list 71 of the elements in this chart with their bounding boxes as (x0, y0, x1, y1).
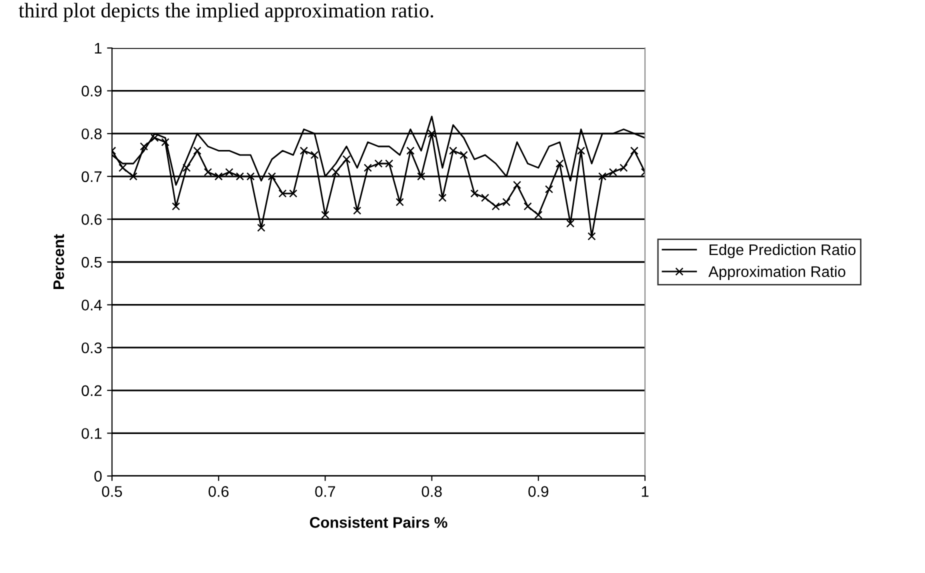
y-tick-label: 0.3 (82, 342, 102, 354)
point (342, 155, 351, 164)
point (246, 172, 255, 180)
text: third plot depicts the implied approximation ratio. (18, 2, 434, 22)
point (608, 168, 618, 176)
point (364, 164, 372, 172)
point (620, 164, 628, 172)
y-tick-label: 0.6 (82, 214, 102, 225)
point (576, 146, 586, 155)
x-tick-label: 0.5 (102, 486, 122, 497)
point (502, 198, 511, 206)
point (257, 224, 266, 232)
point (438, 194, 447, 202)
y-tick-label: 0 (94, 470, 102, 482)
point (556, 159, 564, 168)
point (182, 164, 191, 172)
point (225, 168, 234, 176)
point (630, 146, 638, 155)
y-tick-label: 0.4 (82, 300, 102, 310)
point (481, 194, 490, 202)
point (544, 185, 554, 194)
point (588, 232, 596, 240)
y-tick-label: 1 (94, 43, 102, 54)
point (161, 138, 170, 146)
y-tick-label: 0.2 (82, 385, 102, 396)
point (310, 150, 319, 160)
x-tick-label: 0.8 (422, 486, 442, 497)
point (140, 142, 148, 151)
point (172, 202, 180, 210)
y-tick-label: 0.1 (82, 428, 102, 439)
x-tick-label: 0.6 (208, 486, 229, 497)
y-tick-label: 0.5 (82, 256, 102, 268)
point (332, 168, 340, 176)
point (278, 189, 287, 198)
point (417, 172, 426, 180)
point (512, 180, 522, 190)
point (268, 172, 276, 180)
point (289, 189, 298, 198)
point (214, 172, 223, 180)
point (374, 159, 383, 168)
x-axis-title: Consistent Pairs % (310, 516, 448, 528)
x-tick-label: 0.7 (315, 486, 336, 497)
point (406, 146, 415, 155)
point (300, 146, 308, 155)
point (150, 134, 159, 142)
y-axis-title: Percent (53, 234, 64, 289)
point (460, 150, 468, 160)
point (396, 198, 404, 206)
point (204, 168, 212, 176)
point (534, 210, 542, 220)
legend-label: Approximation Ratio (708, 266, 846, 280)
point (236, 172, 244, 180)
point (353, 206, 362, 215)
point (449, 146, 458, 155)
point (428, 130, 436, 138)
x-tick-label: 1 (642, 486, 649, 497)
point (470, 189, 479, 198)
point (524, 202, 532, 210)
y-tick-label: 0.7 (82, 171, 102, 182)
point (118, 164, 127, 172)
point (193, 146, 202, 155)
y-tick-label: 0.9 (82, 86, 102, 96)
y-tick-label: 0.8 (82, 128, 102, 140)
point (492, 202, 500, 210)
point (129, 172, 138, 180)
point (566, 219, 574, 228)
x-tick-label: 0.9 (528, 486, 548, 497)
point (598, 172, 606, 180)
point (321, 210, 330, 220)
legend-label: Edge Prediction Ratio (710, 244, 856, 258)
point (385, 159, 394, 168)
